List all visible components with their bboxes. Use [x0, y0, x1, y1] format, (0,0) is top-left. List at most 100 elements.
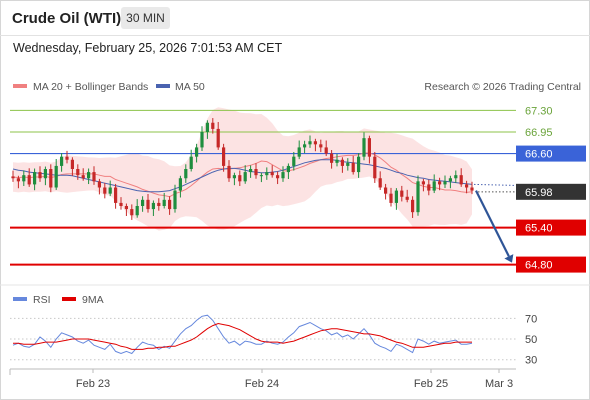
rsi-tick-1: 50: [525, 334, 537, 346]
candle-body-78: [432, 181, 436, 191]
candle-body-51: [286, 165, 290, 173]
level-labels: 67.30 66.95 66.60 65.40 64.80 65.98: [516, 105, 586, 273]
candle-body-60: [335, 159, 339, 163]
candle-body-68: [378, 178, 382, 188]
candle-body-83: [459, 175, 463, 185]
candle-body-9: [60, 156, 64, 166]
candle-body-80: [443, 181, 447, 185]
candle-body-75: [416, 181, 420, 213]
candle-body-38: [216, 128, 220, 148]
candle-body-58: [324, 147, 328, 154]
rsi-line: [12, 314, 473, 355]
timeframe-button[interactable]: 30 MIN: [121, 7, 170, 29]
forecast-arrow: [475, 190, 514, 263]
candle-body-79: [438, 181, 442, 185]
ma50-line: [12, 159, 473, 193]
candle-body-50: [281, 172, 285, 179]
rsi-ma-legend-label: 9MA: [82, 294, 104, 306]
level-label-3: 65.40: [525, 223, 553, 235]
x-axis: Feb 23 Feb 24 Feb 25 Mar 3: [9, 368, 516, 390]
candle-body-49: [276, 175, 280, 179]
candle-body-64: [357, 156, 361, 173]
candle-body-5: [38, 172, 42, 179]
ma50-continuation: [473, 183, 517, 186]
candle-body-84: [465, 184, 469, 188]
candle-body-11: [70, 159, 74, 169]
candle-body-52: [292, 156, 296, 166]
candle-body-71: [394, 190, 398, 203]
credit-label: Research © 2026 Trading Central: [424, 81, 581, 93]
candle-body-25: [146, 199, 150, 210]
candle-body-77: [427, 184, 431, 191]
candle-body-47: [265, 172, 269, 176]
candle-body-39: [222, 147, 226, 166]
candle-body-56: [313, 141, 317, 145]
candle-body-30: [173, 190, 177, 210]
candle-body-26: [151, 202, 155, 210]
candle-body-82: [454, 175, 458, 179]
candle-body-28: [162, 199, 166, 206]
candle-body-3: [27, 175, 31, 185]
ma50-legend-label: MA 50: [175, 81, 205, 93]
candle-body-13: [81, 175, 85, 179]
candle-body-14: [87, 172, 91, 179]
candle-body-0: [11, 176, 15, 179]
last-price-tag: [516, 183, 586, 200]
candle-body-53: [297, 147, 301, 157]
candle-body-73: [405, 196, 409, 200]
candle-body-63: [351, 162, 355, 173]
candle-body-81: [448, 178, 452, 182]
candle-body-43: [243, 172, 247, 182]
candle-body-15: [92, 172, 96, 182]
last-price-label: 65.98: [525, 187, 553, 199]
candle-body-22: [130, 209, 134, 216]
candle-body-69: [384, 187, 388, 194]
candle-body-35: [200, 132, 204, 148]
candle-body-34: [195, 147, 199, 157]
candle-body-21: [124, 206, 128, 210]
level-tag-4: [516, 256, 586, 273]
candle-body-4: [33, 172, 37, 185]
candle-body-46: [259, 175, 263, 177]
candle-body-16: [97, 181, 101, 188]
candle-body-61: [340, 159, 344, 166]
rsi-tick-0: 70: [525, 313, 537, 325]
x-tick-label-3: Mar 3: [485, 378, 513, 390]
candle-body-37: [211, 122, 215, 129]
rsi-tick-2: 30: [525, 355, 537, 367]
candle-body-17: [103, 187, 107, 194]
candle-body-33: [189, 156, 193, 169]
candle-body-42: [238, 175, 242, 182]
candle-body-70: [389, 193, 393, 203]
level-label-0: 67.30: [525, 105, 553, 117]
level-label-1: 66.95: [525, 127, 553, 139]
candle-body-18: [108, 187, 112, 194]
forecast-arrow-shaft: [475, 190, 510, 257]
candle-body-57: [319, 144, 323, 148]
x-tick-label-2: Feb 25: [414, 378, 448, 390]
candle-body-20: [119, 202, 123, 206]
candle-body-41: [232, 175, 236, 179]
level-tag-2: [516, 145, 586, 162]
ma20-legend-swatch: [13, 84, 27, 88]
instrument-title: Crude Oil (WTI): [12, 10, 122, 27]
candle-body-48: [270, 172, 274, 176]
candle-body-44: [249, 169, 253, 173]
candle-body-59: [330, 153, 334, 163]
candle-body-2: [22, 175, 26, 182]
candle-body-40: [227, 165, 231, 179]
x-tick-label-1: Feb 24: [245, 378, 279, 390]
candle-body-66: [367, 138, 371, 157]
candle-body-62: [346, 162, 350, 166]
candle-body-7: [49, 169, 53, 188]
rsi-ma-legend-swatch: [62, 297, 76, 301]
candle-body-19: [114, 187, 118, 203]
candle-body-74: [411, 199, 415, 213]
candle-body-76: [421, 181, 425, 185]
candle-body-8: [54, 165, 58, 188]
level-tag-3: [516, 219, 586, 236]
candle-body-67: [373, 156, 377, 179]
candle-body-55: [308, 141, 312, 145]
bollinger-band-fill: [13, 107, 472, 231]
